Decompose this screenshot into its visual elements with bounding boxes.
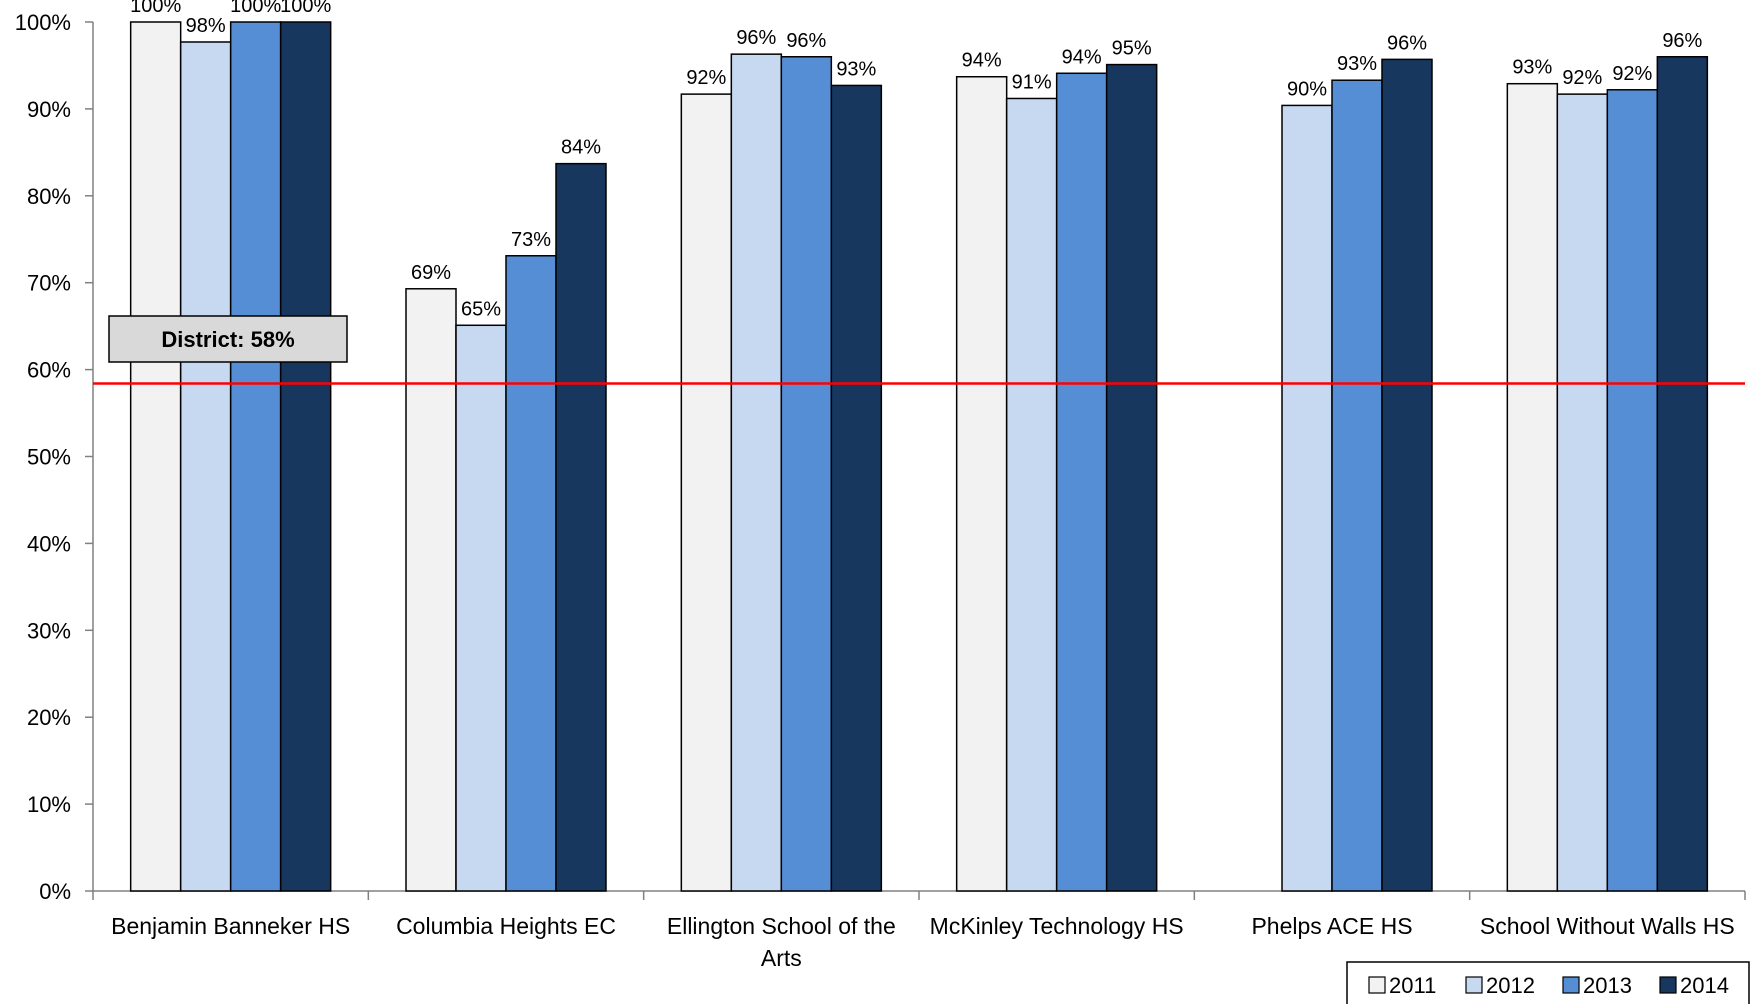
bar [505,255,557,892]
bar-value-label: 92% [686,67,726,89]
legend-swatch [1562,976,1580,994]
bar [830,84,883,892]
y-tick-label: 40% [27,531,71,556]
legend-box [1346,961,1750,1004]
bar [555,162,607,892]
x-category-label: Benjamin Banneker HS [111,913,350,939]
x-category-label: Phelps ACE HS [1251,913,1412,939]
y-tick-label: 0% [39,879,71,904]
bar [1105,63,1158,892]
bar-value-label: 100% [130,0,181,17]
bar-value-label: 96% [1387,32,1427,54]
bar-value-label: 96% [786,30,826,52]
bar [405,288,457,892]
y-axis: 0% 10% 20% 30% 40% 50% 60% 70% 80% 90% 100% [15,10,94,904]
bar [1556,93,1609,892]
bar [1005,97,1058,892]
bar [129,21,182,892]
district-label: District: 58% [161,327,294,352]
bar [179,41,232,892]
legend-label: 2012 [1486,973,1535,998]
bar-value-label: 73% [511,229,551,251]
bar [730,53,783,892]
x-category-label: McKinley Technology HS [930,913,1184,939]
bar-value-label: 94% [962,50,1002,72]
bar [1331,79,1383,892]
bar-value-label: 69% [411,262,451,284]
y-tick-label: 70% [27,271,71,296]
bar-value-label: 90% [1287,78,1327,100]
bar-value-label: 96% [1662,30,1702,52]
legend-swatch [1659,976,1677,994]
bar-value-label: 95% [1112,38,1152,60]
bar [229,21,282,892]
bar-value-label: 98% [186,15,226,37]
y-tick-label: 10% [27,792,71,817]
legend-swatch [1368,976,1386,994]
x-category-label: Columbia Heights EC [396,913,616,939]
bar-value-label: 92% [1612,63,1652,85]
legend-swatch [1465,976,1483,994]
bar [1281,104,1333,892]
bar-value-label: 65% [461,298,501,320]
bar-value-label: 94% [1062,46,1102,68]
bar-value-label: 100% [230,0,281,17]
y-tick-label: 60% [27,358,71,383]
bar-value-label: 100% [280,0,331,17]
bar-value-label: 93% [1512,57,1552,79]
legend-label: 2014 [1680,973,1729,998]
legend-label: 2013 [1583,973,1632,998]
y-tick-label: 50% [27,445,71,470]
bar [680,93,733,892]
bar [1656,56,1709,892]
x-category-label: School Without Walls HS [1480,913,1735,939]
district-label-box [108,315,348,363]
bar-value-label: 93% [836,58,876,80]
bar [1055,72,1108,892]
bar-value-label: 96% [736,27,776,49]
reference-line-group: District: 58% [93,315,1745,385]
bar [455,324,507,892]
y-tick-label: 100% [15,10,71,35]
x-category-label: Arts [761,945,802,971]
bars-group [129,21,1709,892]
bar [780,56,833,892]
bar [1381,58,1433,892]
legend-label: 2011 [1389,973,1436,998]
y-tick-label: 30% [27,618,71,643]
x-axis: Benjamin Banneker HS Columbia Heights EC E… [92,890,1746,971]
y-tick-label: 80% [27,184,71,209]
x-category-label: Ellington School of the [667,913,896,939]
bar [279,21,332,892]
bar-value-label: 93% [1337,53,1377,75]
legend: 2011 2012 2013 2014 [1346,961,1750,1004]
y-tick-label: 20% [27,705,71,730]
bar-value-label: 84% [561,137,601,159]
bar-value-label: 92% [1562,67,1602,89]
bar [1606,89,1659,892]
bar [1506,82,1559,892]
bar-labels-group: 100% 69% 92% 94% 93% 98% 65% 96% 91% 90% 92% 100% 73… [130,0,1702,320]
bar-value-label: 91% [1012,71,1052,93]
y-tick-label: 90% [27,97,71,122]
bar [955,75,1008,892]
